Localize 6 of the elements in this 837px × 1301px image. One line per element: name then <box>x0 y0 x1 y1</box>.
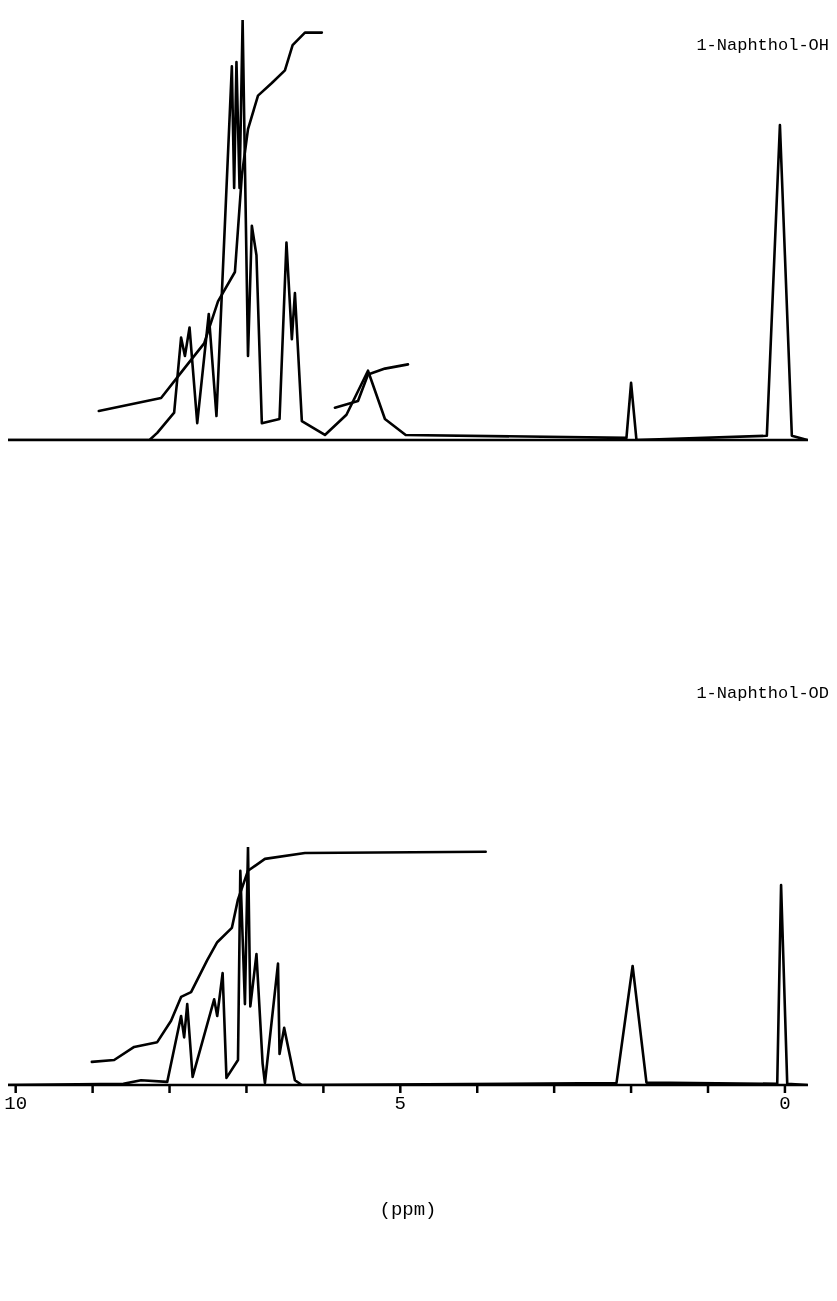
x-tick-label: 10 <box>4 1093 28 1115</box>
text: 1-Naphthol-OH <box>696 36 829 55</box>
x-tick-label: 5 <box>394 1093 407 1115</box>
x-axis-title: (ppm) <box>379 1199 437 1221</box>
x-tick-label: 0 <box>779 1093 791 1115</box>
chart-title: 1-Naphthol-OD <box>696 684 829 703</box>
